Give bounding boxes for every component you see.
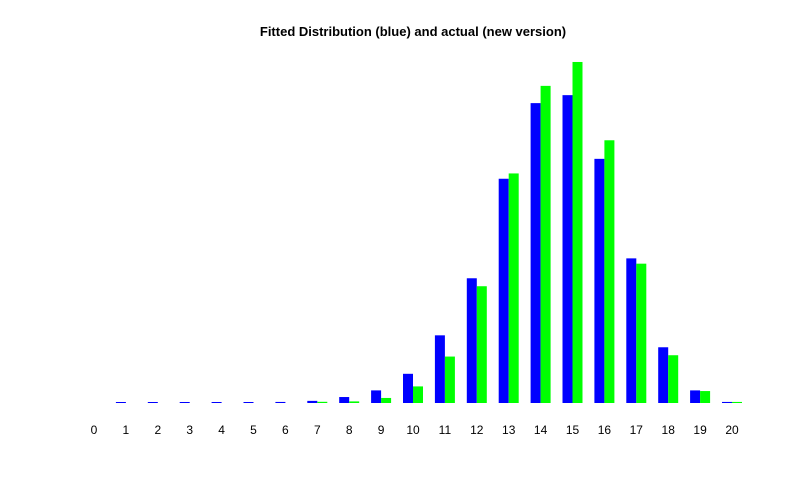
fitted-bar-11 [434,335,445,403]
x-tick-label-3: 3 [186,423,193,437]
x-tick-label-16: 16 [598,423,612,437]
fitted-bar-16 [594,158,605,403]
fitted-bar-9 [371,390,382,403]
x-tick-label-5: 5 [250,423,257,437]
fitted-bar-13 [498,178,509,403]
x-tick-label-1: 1 [123,423,130,437]
x-tick-label-18: 18 [662,423,676,437]
x-tick-label-2: 2 [154,423,161,437]
actual-bar-19 [700,391,711,403]
fitted-bar-7 [307,400,318,403]
x-tick-label-13: 13 [502,423,516,437]
bars-layer [115,61,742,404]
actual-bar-7 [317,401,328,403]
fitted-bar-17 [626,258,637,403]
x-tick-label-14: 14 [534,423,548,437]
fitted-bar-4 [211,402,222,403]
x-tick-label-7: 7 [314,423,321,437]
x-tick-labels: 0 1 2 3 4 5 6 7 8 9 10 11 12 13 14 15 16 17 18 19 20 [91,423,739,437]
x-tick-label-4: 4 [218,423,225,437]
actual-bar-10 [413,386,423,403]
fitted-bar-19 [690,390,701,403]
actual-bar-14 [540,85,551,404]
actual-bar-20 [732,401,742,403]
x-tick-label-20: 20 [725,423,739,437]
x-tick-label-10: 10 [406,423,420,437]
x-tick-label-15: 15 [566,423,580,437]
actual-bar-12 [476,286,487,403]
x-tick-label-6: 6 [282,423,289,437]
fitted-bar-2 [147,402,158,403]
fitted-bar-18 [658,347,669,403]
x-tick-label-19: 19 [693,423,707,437]
actual-bar-16 [604,140,615,403]
x-tick-label-9: 9 [378,423,385,437]
fitted-bar-10 [403,373,413,403]
fitted-bar-12 [466,278,477,403]
actual-bar-17 [636,263,647,403]
x-tick-label-12: 12 [470,423,484,437]
x-tick-label-0: 0 [91,423,98,437]
fitted-bar-20 [722,401,732,403]
x-tick-label-8: 8 [346,423,353,437]
fitted-bar-3 [179,402,190,403]
fitted-bar-8 [339,397,350,403]
x-tick-label-17: 17 [630,423,644,437]
actual-bar-8 [349,401,360,403]
x-tick-label-11: 11 [439,423,452,437]
fitted-bar-6 [275,401,286,403]
actual-bar-15 [572,61,583,403]
actual-bar-11 [444,356,455,403]
chart-title: Fitted Distribution (blue) and actual (n… [260,24,566,39]
actual-bar-13 [508,173,519,403]
fitted-bar-15 [562,95,573,404]
fitted-bar-5 [243,402,254,403]
actual-bar-9 [381,397,392,403]
actual-bar-18 [668,355,679,403]
fitted-bar-14 [530,103,541,404]
fitted-bar-1 [115,402,126,403]
